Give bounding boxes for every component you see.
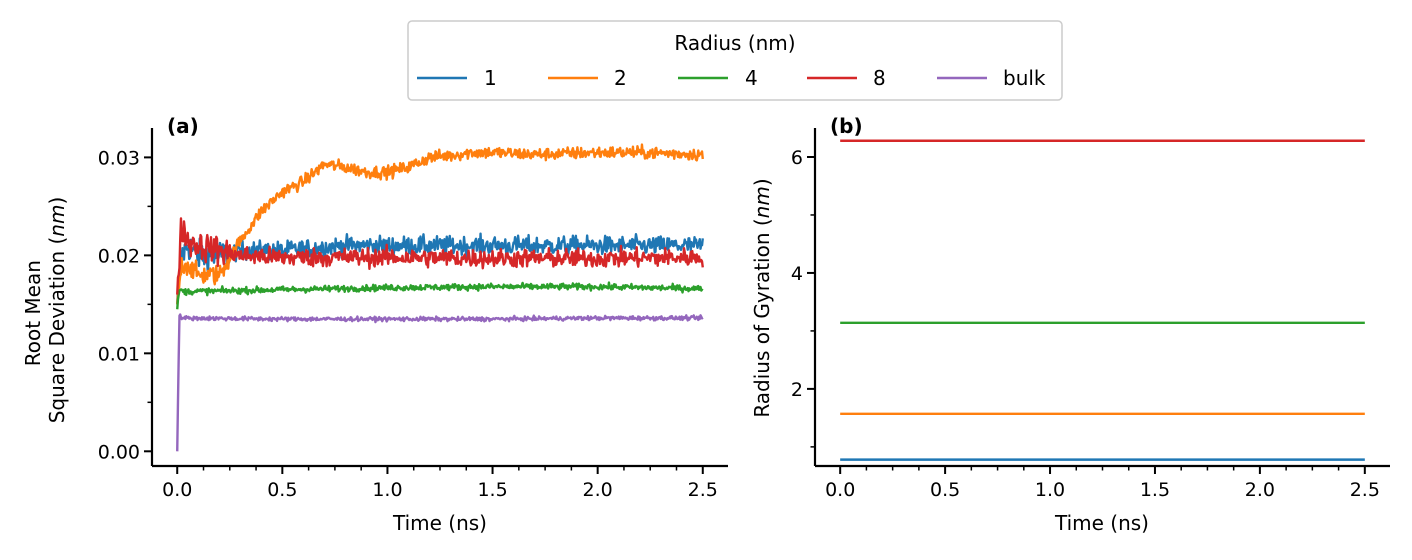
panel-a-xtick-label: 1.0 [372, 479, 402, 501]
legend-frame [407, 20, 1063, 101]
panel-a-xtick-label: 2.5 [688, 479, 718, 501]
legend-label-1: 1 [484, 66, 497, 90]
panel-a-ylabel: Root Mean Square Deviation (nm) [21, 197, 69, 424]
panel-a-xtick-label: 1.5 [477, 479, 507, 501]
panel-b-label: (b) [830, 114, 863, 138]
panel-a-ylabel-line1: Root Mean [21, 260, 45, 366]
legend-entry-2: 2 [548, 66, 627, 90]
panel-b-xtick-label: 0.0 [825, 479, 855, 501]
panel-b-xtick-label: 2.5 [1350, 479, 1380, 501]
panel-a-series-8 [176, 217, 704, 295]
panel-a-xtick-label: 0.0 [162, 479, 192, 501]
panel-b-radius-of-gyration: 0.0 0.5 1.0 1.5 2.0 2.5 2 4 6 (b) Time (ns) Radi… [750, 114, 1390, 535]
panel-a-ytick-label: 0.03 [98, 147, 140, 169]
panel-a-label: (a) [167, 114, 199, 138]
panel-a-axes: 0.0 0.5 1.0 1.5 2.0 2.5 0.00 0.01 0.02 0.03 [98, 128, 728, 501]
legend-title: Radius (nm) [674, 31, 795, 55]
panel-b-xtick-label: 0.5 [930, 479, 960, 501]
legend: Radius (nm) 1 2 4 8 bulk [407, 20, 1063, 101]
legend-entry-5: bulk [937, 66, 1046, 90]
italic-unit: nm [45, 205, 69, 237]
panel-a-rmsd: 0.0 0.5 1.0 1.5 2.0 2.5 0.00 0.01 0.02 0.03 (a) T… [21, 114, 728, 535]
panel-a-series-bulk [176, 313, 704, 452]
legend-label-3: 4 [745, 66, 758, 90]
legend-entry-1: 1 [417, 66, 497, 90]
legend-entry-3: 4 [678, 66, 758, 90]
panel-b-ytick-label: 6 [791, 147, 803, 169]
legend-label-4: 8 [873, 66, 886, 90]
legend-label-5: bulk [1003, 66, 1046, 90]
legend-label-2: 2 [614, 66, 627, 90]
italic-unit: nm [750, 186, 774, 218]
panel-a-series-1 [176, 232, 704, 305]
panel-b-xtick-label: 1.5 [1140, 479, 1170, 501]
panel-a-ytick-label: 0.00 [98, 441, 140, 463]
panel-b-series [840, 139, 1365, 461]
panel-b-ytick-label: 4 [791, 263, 803, 285]
panel-a-series [176, 143, 704, 452]
panel-a-xlabel: Time (ns) [392, 511, 487, 535]
panel-b-ytick-label: 2 [791, 379, 803, 401]
panel-a-xtick-label: 2.0 [583, 479, 613, 501]
panel-b-axes: 0.0 0.5 1.0 1.5 2.0 2.5 2 4 6 [791, 128, 1390, 501]
panel-a-ytick-label: 0.01 [98, 343, 140, 365]
panel-b-xtick-label: 1.0 [1035, 479, 1065, 501]
panel-a-series-4 [176, 281, 704, 310]
panel-b-xtick-label: 2.0 [1245, 479, 1275, 501]
panel-b-xlabel: Time (ns) [1054, 511, 1149, 535]
panel-a-ylabel-line2: Square Deviation (nm) [45, 197, 69, 424]
panel-a-ytick-label: 0.02 [98, 245, 140, 267]
panel-b-ylabel: Radius of Gyration (nm) [750, 178, 774, 417]
legend-entry-4: 8 [807, 66, 886, 90]
panel-a-series-2 [176, 143, 704, 305]
panel-a-xtick-label: 0.5 [267, 479, 297, 501]
